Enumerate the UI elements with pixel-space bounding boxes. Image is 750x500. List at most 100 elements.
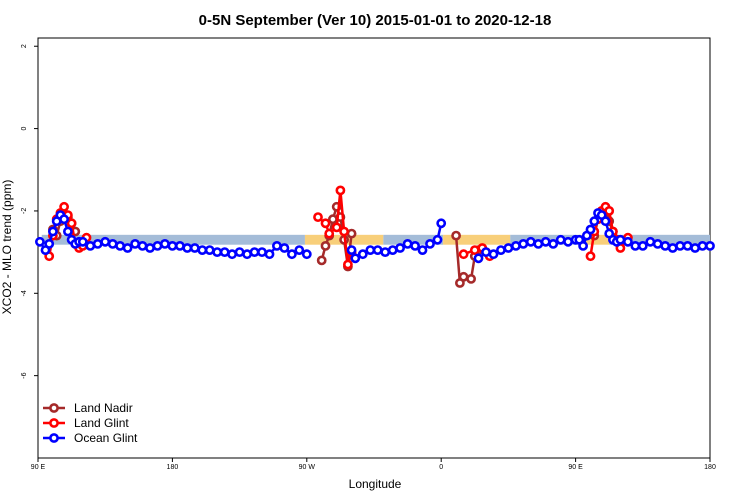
data-point [425,238,435,249]
data-point [652,238,663,249]
data-point [436,218,447,229]
data-point [85,240,96,251]
data-point [458,271,469,282]
background-band [443,234,511,245]
data-point [548,238,559,249]
data-point [271,240,282,251]
data-point [316,255,327,266]
data-point [257,247,267,257]
data-point [335,185,346,196]
data-point [59,201,69,212]
y-tick-label: -6 [21,372,28,378]
data-point [660,240,671,251]
legend-item: Land Glint [43,416,129,430]
data-point [637,240,648,251]
data-point [623,236,633,247]
data-point [350,253,361,264]
data-point [697,240,708,251]
data-point [320,240,331,251]
data-point [518,238,529,249]
data-point [35,236,45,247]
data-point [346,245,357,255]
legend-label: Ocean Glint [74,431,138,445]
data-point [705,240,715,251]
legend-marker [49,433,59,443]
data-point [410,240,420,251]
data-point [212,247,223,257]
x-tick-label: 90 W [299,464,316,471]
data-point [301,249,312,260]
data-point [327,214,338,225]
x-tick-label: 180 [167,464,179,471]
data-point [264,249,275,260]
data-point [77,236,88,247]
data-point [357,249,368,260]
y-tick-label: -4 [21,290,28,296]
data-point [100,236,111,247]
data-point [115,240,125,251]
data-point [227,249,237,260]
data-point [249,247,260,257]
y-tick-label: -2 [21,208,28,214]
data-point [286,249,297,260]
data-point [59,214,69,225]
data-point [511,240,521,251]
data-point [540,236,551,247]
series-layer [35,185,715,288]
data-point [380,247,391,257]
data-point [469,245,480,255]
data-point [481,247,491,257]
data-point [585,251,596,262]
data-point [44,238,55,249]
data-point [279,243,290,253]
data-point [473,253,484,264]
y-axis-title: XCO2 - MLO trend (ppm) [0,180,14,315]
data-point [107,238,118,249]
x-tick-label: 90 E [31,464,46,471]
legend-item: Land Nadir [43,401,133,415]
data-point [525,236,536,247]
data-point [159,238,170,249]
legend-item: Ocean Glint [43,431,138,445]
data-point [466,273,476,284]
x-tick-label: 90 E [568,464,583,471]
data-point [417,245,428,255]
data-point [339,226,349,237]
series-ocean-glint [35,208,715,264]
data-point [324,228,335,239]
data-point [563,236,573,247]
data-point [313,212,323,222]
data-point [130,238,140,249]
data-point [615,234,626,245]
data-point [92,238,103,249]
data-point [346,228,357,239]
data-point [402,238,413,249]
data-point [182,243,193,253]
data-point [395,243,405,253]
data-point [189,243,200,253]
data-point [145,243,155,253]
data-point [682,240,693,251]
data-point [294,245,305,255]
y-tick-label: 0 [21,127,28,131]
data-point [630,240,641,251]
legend-label: Land Glint [74,416,129,430]
data-point [152,240,163,251]
data-point [555,234,566,245]
data-point [578,240,588,251]
data-point [342,259,353,270]
data-point [66,218,77,229]
data-point [585,224,596,235]
chart-title: 0-5N September (Ver 10) 2015-01-01 to 20… [199,12,552,29]
background-band [41,234,305,245]
data-point [488,249,499,260]
legend-marker [49,418,59,428]
y-axis: 2 0 -2 -4 -6 [21,44,38,379]
y-tick-label: 2 [21,44,28,48]
x-tick-label: 0 [439,464,443,471]
data-point [48,226,58,237]
x-axis: 90 E 180 90 W 0 90 E 180 [31,458,716,471]
data-point [137,240,148,251]
